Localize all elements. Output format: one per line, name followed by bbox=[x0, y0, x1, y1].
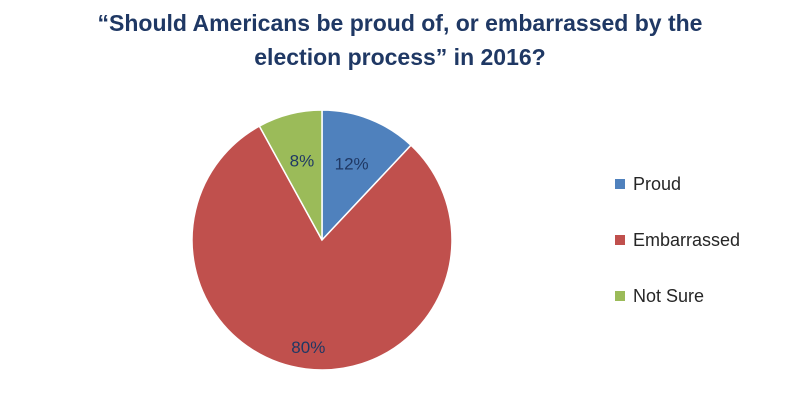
legend-label-embarrassed: Embarrassed bbox=[633, 229, 741, 250]
pie-slice-not-sure bbox=[258, 109, 323, 241]
chart-title-line-2: election process” in 2016? bbox=[254, 44, 546, 70]
chart-title: “Should Americans be proud of, or embarr… bbox=[0, 6, 800, 74]
legend-label-proud: Proud bbox=[633, 173, 682, 194]
chart-title-line-1: “Should Americans be proud of, or embarr… bbox=[97, 10, 703, 36]
pie-slice-embarrassed bbox=[191, 125, 453, 371]
data-label-embarrassed: 80% bbox=[291, 338, 325, 357]
legend-swatch-embarrassed bbox=[615, 235, 625, 245]
legend-item-embarrassed: Embarrassed bbox=[615, 226, 795, 254]
data-label-not-sure: 8% bbox=[290, 151, 315, 170]
legend-item-proud: Proud bbox=[615, 170, 795, 198]
legend-swatch-proud bbox=[615, 179, 625, 189]
legend-item-not-sure: Not Sure bbox=[615, 282, 795, 310]
legend: Proud Embarrassed Not Sure bbox=[615, 170, 795, 338]
legend-label-not-sure: Not Sure bbox=[633, 285, 705, 306]
legend-swatch-not-sure bbox=[615, 291, 625, 301]
pie-slice-proud bbox=[321, 109, 413, 242]
data-label-proud: 12% bbox=[335, 155, 369, 174]
